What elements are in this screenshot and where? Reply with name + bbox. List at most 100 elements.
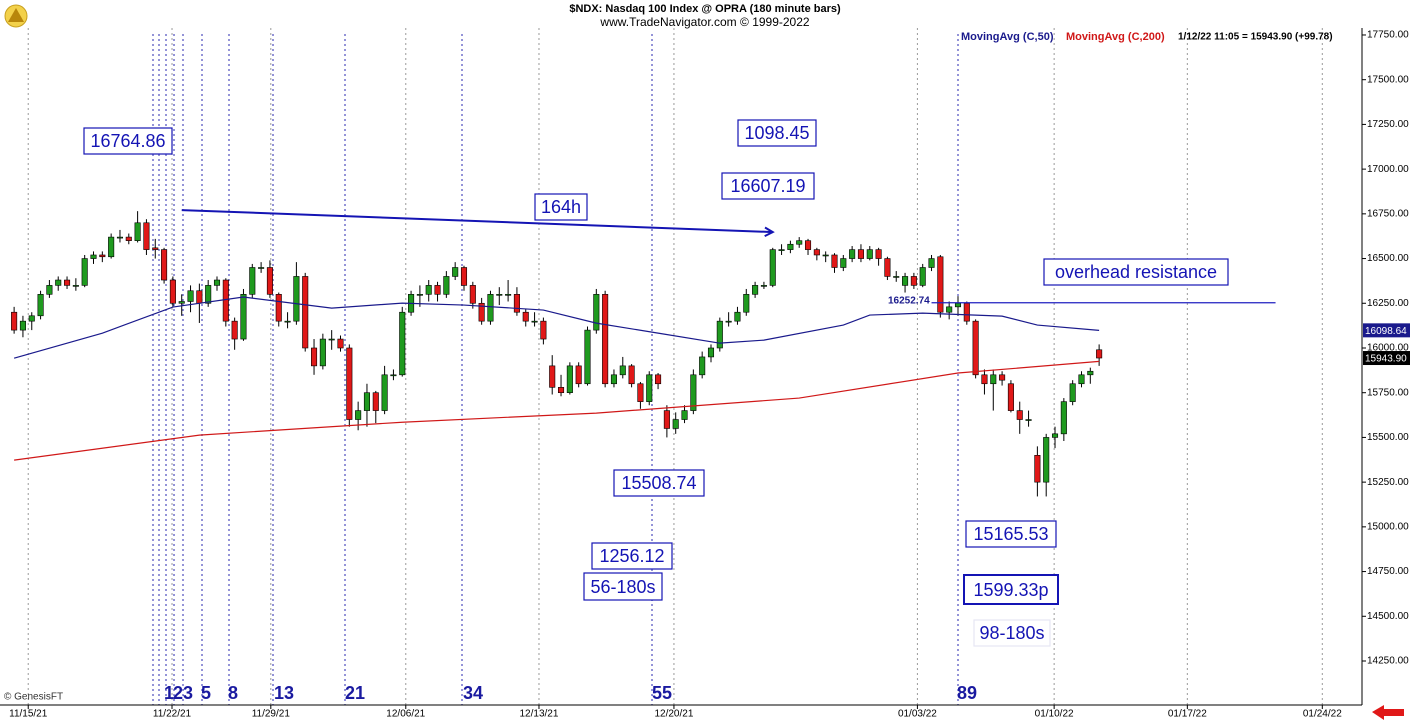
- candle-body: [813, 249, 820, 256]
- chart-subtitle: www.TradeNavigator.com © 1999-2022: [599, 15, 809, 29]
- candle-body: [619, 365, 626, 376]
- x-tick-label: 11/29/21: [252, 709, 291, 720]
- candle-body: [655, 374, 662, 385]
- price-tag: [1363, 351, 1410, 366]
- cycle-label: 5: [201, 683, 211, 703]
- candle-body: [734, 311, 741, 322]
- moving-average: [14, 360, 1100, 461]
- candle-body: [575, 365, 582, 385]
- cycle-labels: 1 2 3 5 8 13 21 34 55 89: [164, 683, 977, 703]
- candle-body: [425, 285, 432, 295]
- candle-body: [37, 294, 44, 317]
- x-tick-label: 12/20/21: [654, 709, 693, 720]
- copyright: © GenesisFT: [4, 692, 63, 703]
- candle-body: [857, 249, 864, 259]
- y-tick-label: 16750.00: [1367, 208, 1409, 219]
- candle-body: [1060, 401, 1067, 435]
- candle-body: [311, 347, 318, 367]
- annotation: 164h: [541, 197, 581, 217]
- cycle-label: 89: [957, 683, 977, 703]
- y-tick-label: 15250.00: [1367, 477, 1409, 488]
- candle-body: [557, 387, 565, 394]
- price-tag-label: 15943.90: [1365, 354, 1407, 365]
- candle-body: [19, 320, 26, 331]
- candle-body: [849, 249, 856, 259]
- candle-body: [319, 338, 326, 367]
- candle-body: [628, 365, 635, 385]
- candle-body: [672, 419, 679, 429]
- legend-entry: MovingAvg (C,200): [1066, 31, 1165, 43]
- y-tick-label: 17500.00: [1367, 74, 1409, 85]
- y-tick-label: 14500.00: [1367, 611, 1409, 622]
- y-tick-label: 16250.00: [1367, 298, 1409, 309]
- candle-body: [178, 301, 185, 304]
- candle-body: [372, 392, 379, 411]
- candle-body: [337, 338, 344, 349]
- candle-body: [222, 279, 229, 322]
- candle-body: [981, 374, 988, 385]
- candle-body: [1034, 455, 1041, 483]
- annotation-box: [613, 469, 705, 497]
- y-tick-label: 16500.00: [1367, 253, 1409, 264]
- annotation: 15165.53: [973, 524, 1048, 544]
- annotation-box: [737, 119, 817, 147]
- candle-body: [787, 243, 794, 250]
- candle-body: [804, 240, 812, 250]
- candle-body: [946, 306, 953, 313]
- candle-body: [381, 374, 388, 411]
- candle-body: [999, 374, 1006, 381]
- candle-body: [584, 329, 591, 385]
- cycle-label: 13: [274, 683, 294, 703]
- candle-body: [884, 258, 891, 277]
- y-tick-label: 14250.00: [1367, 656, 1409, 667]
- candle-body: [566, 365, 573, 394]
- x-tick-label: 11/22/21: [153, 709, 192, 720]
- candle-body: [187, 290, 194, 302]
- y-tick-label: 15750.00: [1367, 387, 1409, 398]
- candle-body: [875, 249, 882, 259]
- cycle-label: 2: [173, 683, 183, 703]
- quote: 1/12/22 11:05 = 15943.90 (+99.78): [1178, 32, 1333, 43]
- candle-body: [363, 392, 370, 411]
- candle-body: [954, 302, 962, 308]
- candle-body: [760, 285, 767, 287]
- candle-body: [1069, 383, 1076, 402]
- annotation-box: [583, 572, 663, 601]
- x-tick-label: 01/10/22: [1035, 709, 1074, 720]
- moving-average: [13, 296, 1100, 359]
- candle-body: [893, 276, 900, 278]
- candle-body: [434, 285, 441, 295]
- cycle-label: 1: [164, 683, 174, 703]
- x-tick-label: 01/24/22: [1303, 709, 1342, 720]
- annotation-box: [963, 574, 1059, 605]
- candle-body: [11, 311, 18, 331]
- candle-body: [293, 276, 300, 322]
- annotation-box: [965, 520, 1057, 548]
- candle-body: [646, 374, 653, 402]
- candle-body: [690, 374, 697, 411]
- annotation: 16607.19: [730, 176, 805, 196]
- arrow-head: [764, 226, 775, 237]
- candle-body: [134, 222, 141, 241]
- candle-body: [72, 285, 79, 287]
- candle-body: [266, 267, 273, 295]
- candle-body: [531, 320, 538, 323]
- candle-body: [707, 347, 715, 358]
- legend-entry: MovingAvg (C,50): [961, 31, 1054, 43]
- candle-body: [108, 236, 115, 258]
- candle-body: [505, 294, 512, 296]
- candle-body: [275, 294, 282, 322]
- cycle-label: 8: [228, 683, 238, 703]
- candle-body: [1007, 383, 1014, 411]
- candle-body: [928, 258, 935, 268]
- candle-body: [910, 276, 917, 286]
- candle-body: [725, 320, 732, 323]
- candle-body: [416, 294, 423, 296]
- candle-body: [169, 279, 176, 304]
- candle-body: [231, 320, 238, 340]
- annotation: 1098.45: [744, 123, 809, 143]
- candle-body: [796, 240, 803, 245]
- candle-body: [610, 374, 617, 385]
- candle-body: [540, 320, 547, 340]
- scroll-arrow[interactable]: [1372, 705, 1404, 720]
